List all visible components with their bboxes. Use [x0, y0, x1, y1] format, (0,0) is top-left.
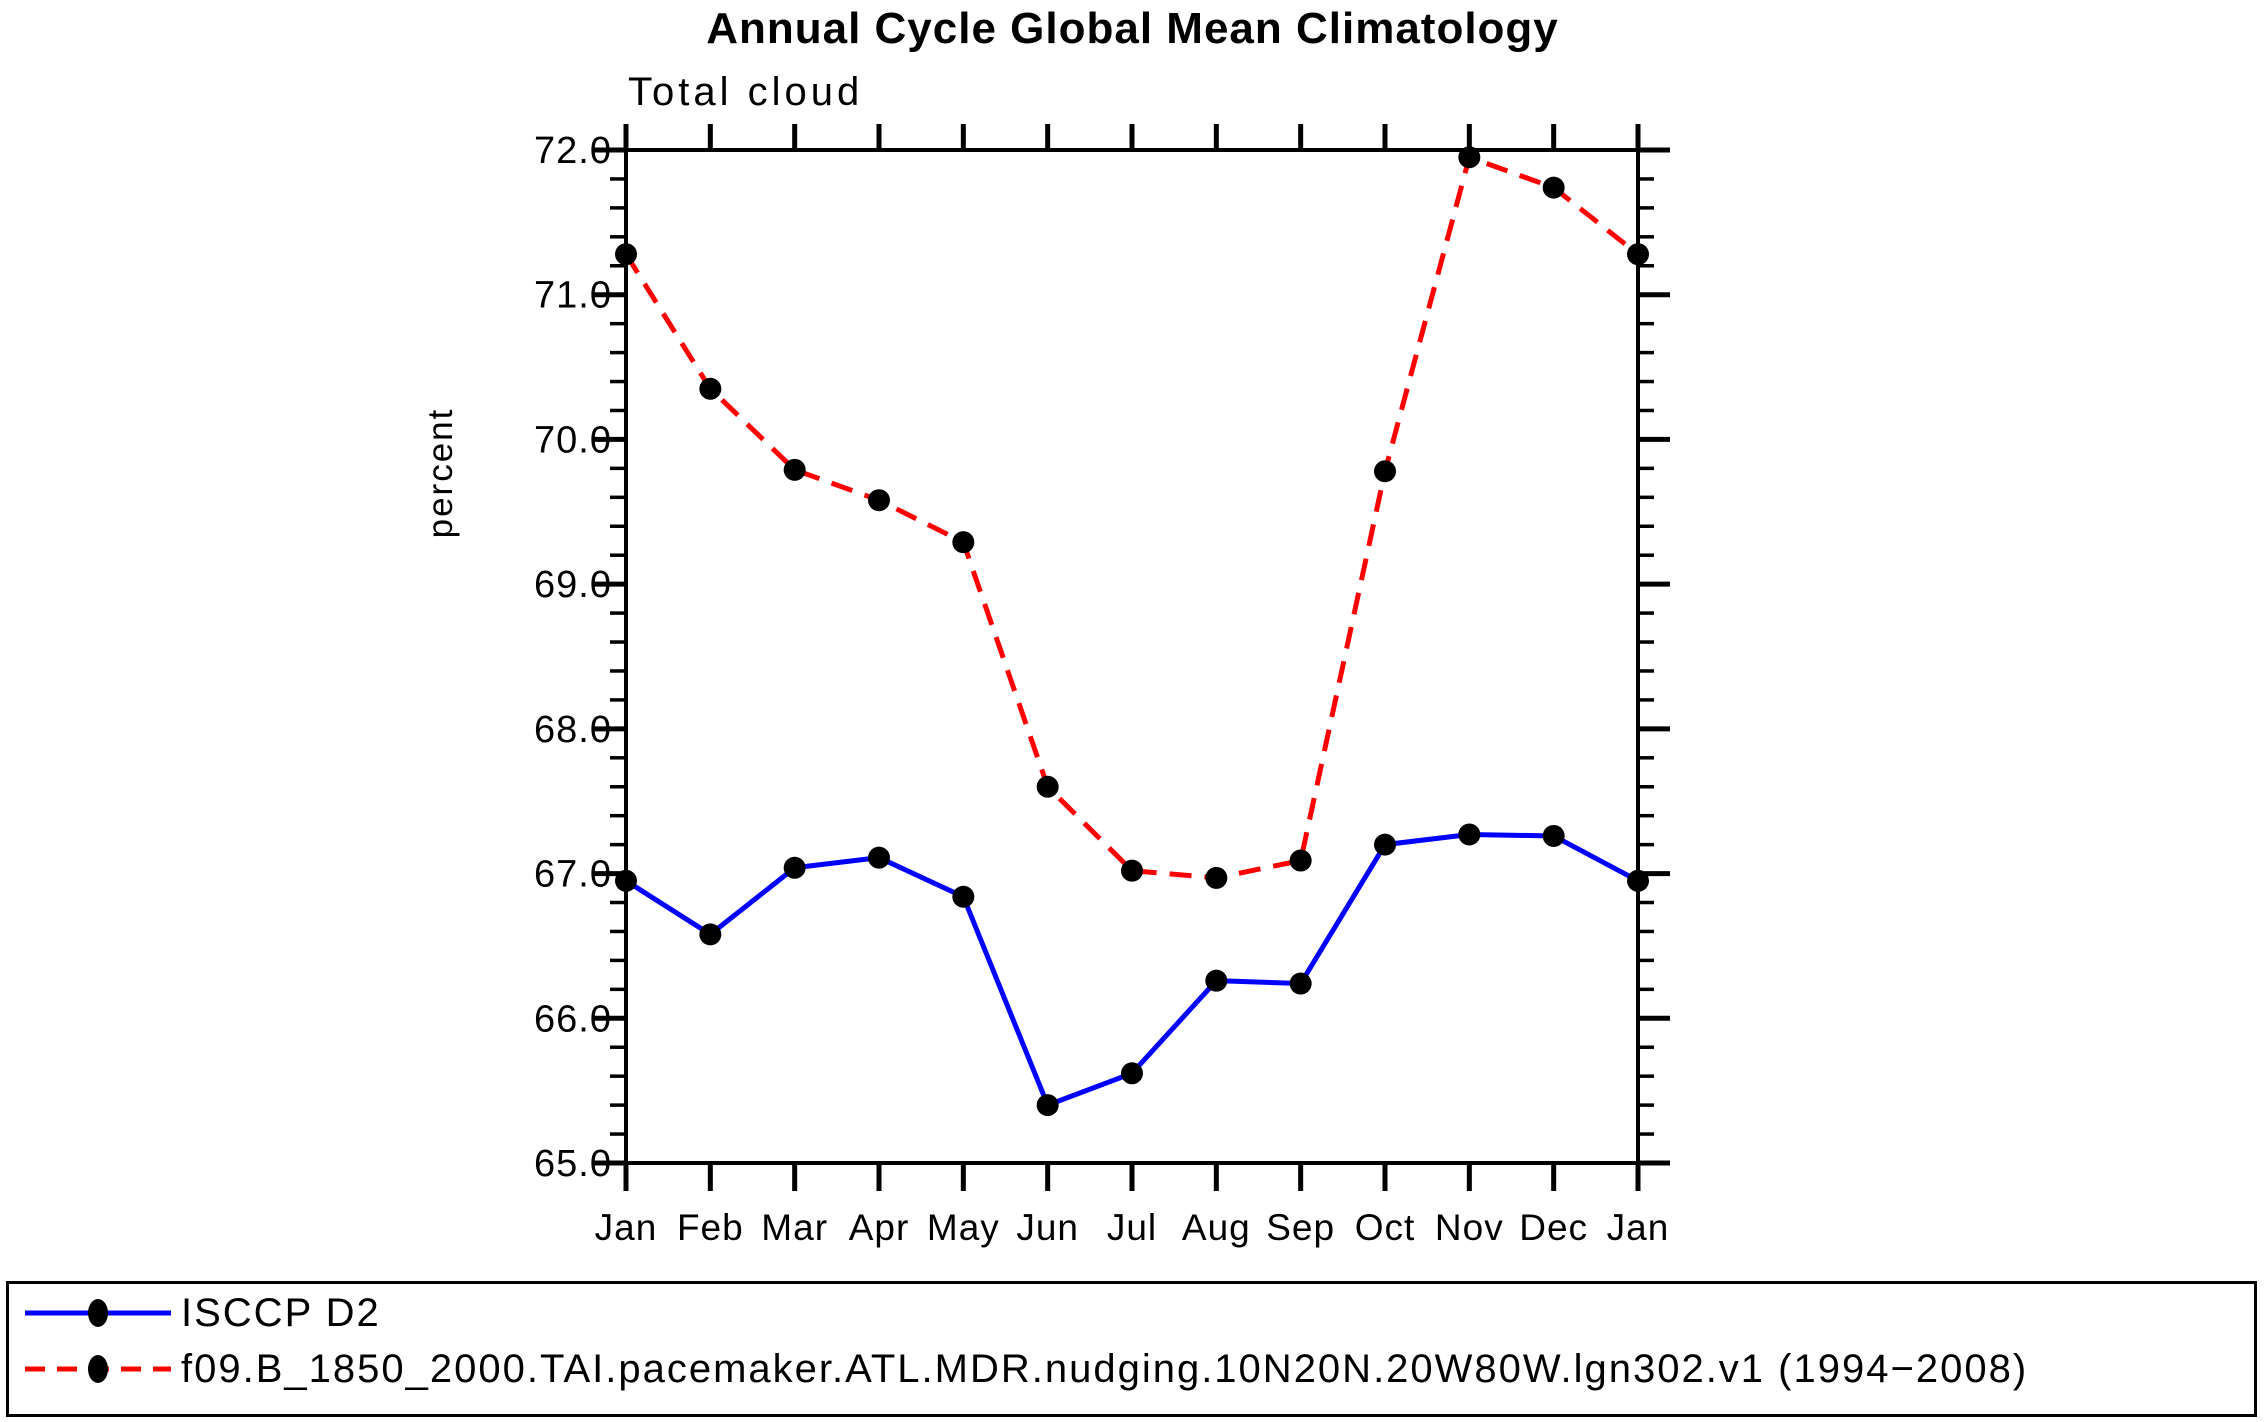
data-point-marker [1542, 176, 1565, 199]
data-point-marker [783, 856, 806, 879]
x-tick-label: Feb [677, 1207, 744, 1248]
data-point-marker [1205, 866, 1228, 889]
y-tick-label: 70.0 [534, 419, 612, 461]
legend-label-model: f09.B_1850_2000.TAI.pacemaker.ATL.MDR.nu… [181, 1347, 2029, 1391]
data-point-marker [952, 885, 975, 908]
y-tick-label: 69.0 [534, 564, 612, 606]
data-point-marker [699, 923, 722, 946]
x-tick-label: May [927, 1207, 1000, 1248]
x-tick-label: Jul [1107, 1207, 1157, 1248]
data-point-marker [1627, 243, 1649, 266]
data-point-marker [1205, 969, 1228, 992]
legend-sample-line-dashed [25, 1355, 171, 1383]
x-tick-label: Apr [849, 1207, 910, 1248]
data-point-marker [1036, 1094, 1059, 1117]
data-point-marker [783, 458, 806, 481]
data-point-marker [1374, 833, 1396, 856]
series-line-1 [623, 154, 1640, 881]
data-point-marker [1036, 775, 1059, 798]
data-point-marker [868, 489, 890, 512]
x-tick-label: Jan [1607, 1207, 1670, 1248]
data-point-marker [1289, 849, 1312, 872]
x-tick-label: Jan [595, 1207, 658, 1248]
data-point-marker [1121, 859, 1143, 882]
x-tick-label: Mar [761, 1207, 828, 1248]
y-axis-label: percent [421, 408, 460, 539]
data-point-marker [868, 846, 890, 869]
legend-label-isccp: ISCCP D2 [181, 1291, 381, 1335]
y-tick-label: 68.0 [534, 709, 612, 751]
x-tick-label: Aug [1182, 1207, 1251, 1248]
x-tick-label: Dec [1519, 1207, 1588, 1248]
x-tick-label: Sep [1266, 1207, 1335, 1248]
y-tick-label: 72.0 [534, 130, 612, 172]
x-tick-label: Nov [1435, 1207, 1504, 1248]
legend-marker [88, 1299, 108, 1327]
y-tick-label: 66.0 [534, 998, 612, 1040]
x-tick-label: Jun [1016, 1207, 1079, 1248]
y-tick-label: 65.0 [534, 1143, 612, 1185]
data-point-marker [699, 377, 722, 400]
chart-title: Annual Cycle Global Mean Climatology [706, 4, 1559, 53]
data-point-marker [1289, 972, 1312, 995]
chart-subtitle: Total cloud [628, 70, 864, 114]
x-tick-label: Oct [1355, 1207, 1416, 1248]
legend-row-model: f09.B_1850_2000.TAI.pacemaker.ATL.MDR.nu… [23, 1349, 2028, 1389]
y-tick-label: 71.0 [534, 275, 612, 317]
data-point-marker [615, 869, 637, 892]
data-point-marker [1121, 1062, 1143, 1085]
data-point-marker [1458, 146, 1481, 169]
y-tick-label: 67.0 [534, 854, 612, 896]
legend-row-isccp: ISCCP D2 [23, 1293, 381, 1333]
data-point-marker [1627, 869, 1649, 892]
data-point-marker [1458, 823, 1481, 846]
legend-box: ISCCP D2 f09.B_1850_2000.TAI.pacemaker.A… [6, 1281, 2257, 1417]
data-point-marker [1374, 460, 1396, 483]
data-point-marker [952, 531, 975, 554]
legend-marker [88, 1355, 108, 1383]
axis-frame [624, 148, 1640, 1165]
data-point-marker [615, 243, 637, 266]
legend-sample-line-solid [25, 1299, 171, 1327]
data-point-marker [1542, 824, 1565, 847]
